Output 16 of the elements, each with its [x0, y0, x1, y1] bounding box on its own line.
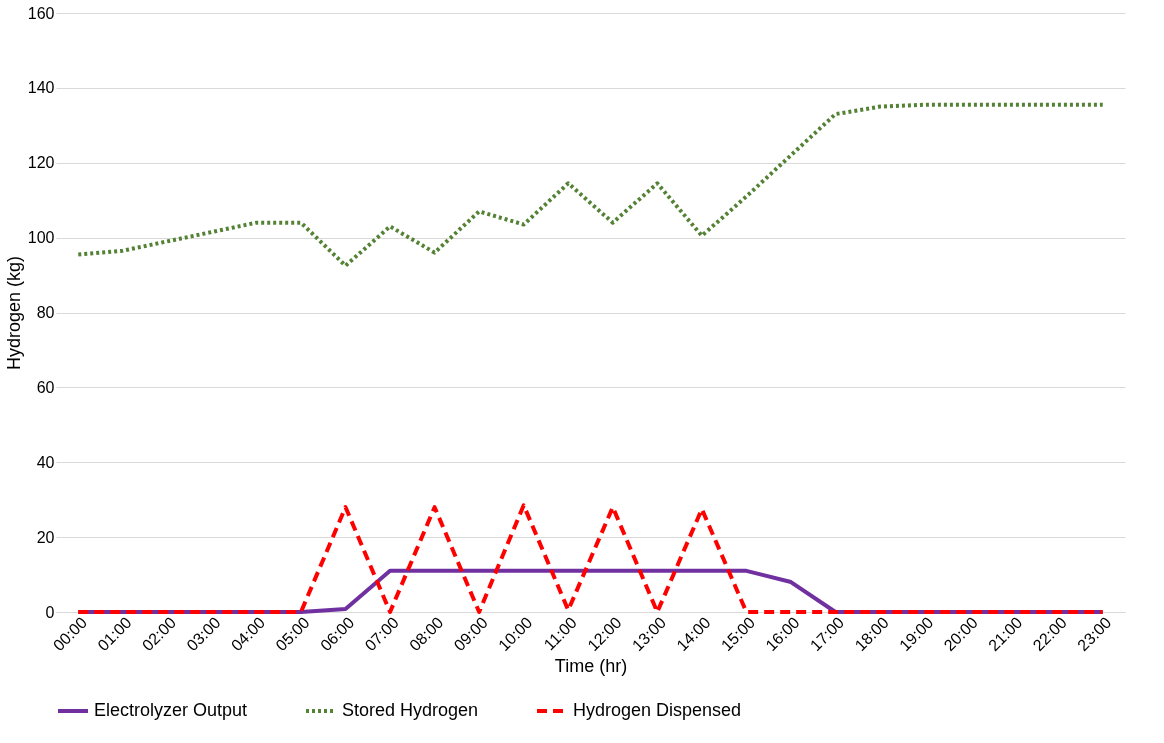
y-tick-label: 0 [45, 603, 55, 621]
legend-label: Stored Hydrogen [342, 700, 479, 720]
legend-label: Electrolyzer Output [94, 700, 248, 720]
y-tick-label: 120 [27, 154, 55, 172]
y-tick-label: 40 [36, 453, 55, 471]
y-tick-label: 100 [27, 229, 55, 247]
x-axis-title: Time (hr) [554, 656, 628, 677]
line-series [76, 102, 1105, 268]
y-tick-label: 60 [36, 378, 55, 396]
y-tick-label: 140 [27, 79, 55, 97]
legend-label: Hydrogen Dispensed [573, 700, 742, 720]
y-tick-label: 20 [36, 528, 55, 546]
y-tick-label: 160 [27, 4, 55, 22]
line-series [76, 503, 1105, 614]
y-axis-title: Hydrogen (kg) [3, 255, 24, 371]
y-tick-label: 80 [36, 304, 55, 321]
